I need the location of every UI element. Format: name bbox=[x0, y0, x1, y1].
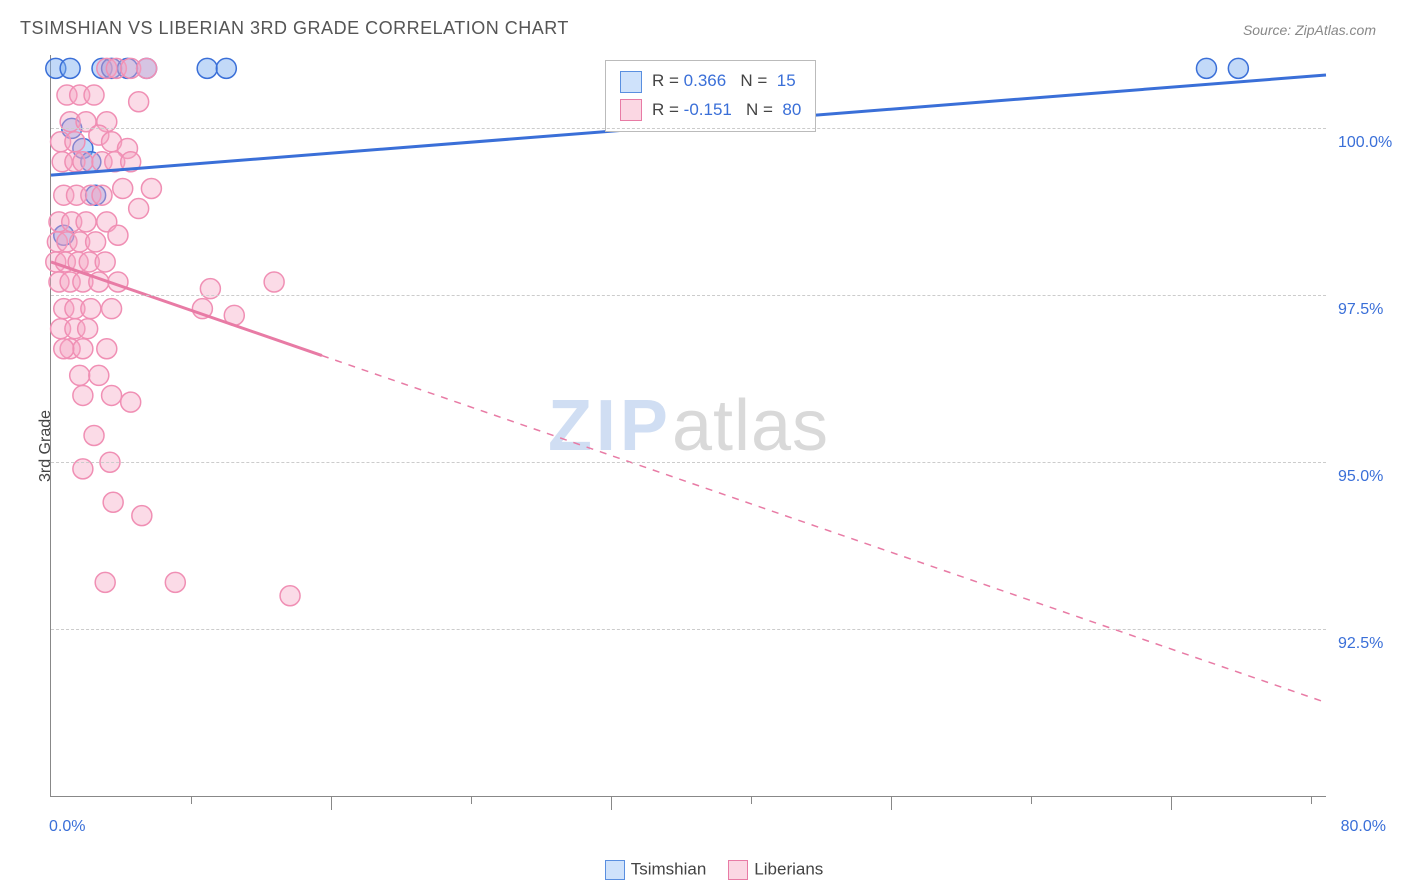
data-point bbox=[78, 319, 98, 339]
y-tick-label: 100.0% bbox=[1338, 134, 1392, 152]
chart-container: TSIMSHIAN VS LIBERIAN 3RD GRADE CORRELAT… bbox=[0, 0, 1406, 892]
data-point bbox=[121, 392, 141, 412]
x-tick-mark bbox=[1311, 796, 1312, 804]
chart-title: TSIMSHIAN VS LIBERIAN 3RD GRADE CORRELAT… bbox=[20, 18, 569, 39]
legend-label: Liberians bbox=[754, 860, 823, 879]
x-tick-mark bbox=[1171, 796, 1172, 810]
data-point bbox=[264, 272, 284, 292]
x-tick-mark bbox=[1031, 796, 1032, 804]
legend-swatch-icon bbox=[728, 860, 748, 880]
data-point bbox=[65, 132, 85, 152]
data-point bbox=[84, 85, 104, 105]
data-point bbox=[81, 299, 101, 319]
data-point bbox=[113, 179, 133, 199]
correlation-legend-box: R = 0.366 N = 15R = -0.151 N = 80 bbox=[605, 60, 816, 132]
data-point bbox=[197, 58, 217, 78]
y-tick-label: 95.0% bbox=[1338, 468, 1383, 486]
data-point bbox=[165, 572, 185, 592]
gridline-horizontal bbox=[51, 462, 1326, 463]
data-point bbox=[216, 58, 236, 78]
legend-swatch-icon bbox=[605, 860, 625, 880]
gridline-horizontal bbox=[51, 629, 1326, 630]
gridline-horizontal bbox=[51, 128, 1326, 129]
x-tick-mark bbox=[331, 796, 332, 810]
x-tick-mark bbox=[191, 796, 192, 804]
data-point bbox=[84, 426, 104, 446]
data-point bbox=[73, 152, 93, 172]
data-point bbox=[89, 365, 109, 385]
legend-swatch-icon bbox=[620, 71, 642, 93]
data-point bbox=[141, 179, 161, 199]
data-point bbox=[86, 232, 106, 252]
y-tick-label: 97.5% bbox=[1338, 301, 1383, 319]
correlation-n: 15 bbox=[777, 71, 796, 90]
regression-line-dashed bbox=[322, 356, 1326, 703]
data-point bbox=[129, 199, 149, 219]
data-point bbox=[95, 572, 115, 592]
correlation-n: 80 bbox=[782, 100, 801, 119]
data-point bbox=[280, 586, 300, 606]
data-point bbox=[73, 385, 93, 405]
correlation-r: -0.151 bbox=[684, 100, 732, 119]
gridline-horizontal bbox=[51, 295, 1326, 296]
x-tick-label-min: 0.0% bbox=[49, 818, 85, 836]
data-point bbox=[102, 385, 122, 405]
data-point bbox=[73, 339, 93, 359]
data-point bbox=[108, 225, 128, 245]
x-tick-label-max: 80.0% bbox=[1341, 818, 1386, 836]
data-point bbox=[1228, 58, 1248, 78]
source-attribution: Source: ZipAtlas.com bbox=[1243, 22, 1376, 38]
data-point bbox=[132, 506, 152, 526]
data-point bbox=[54, 339, 74, 359]
data-point bbox=[102, 299, 122, 319]
data-point bbox=[92, 185, 112, 205]
correlation-row: R = -0.151 N = 80 bbox=[620, 96, 801, 125]
data-point bbox=[103, 492, 123, 512]
series-legend: Tsimshian Liberians bbox=[0, 859, 1406, 880]
data-point bbox=[129, 92, 149, 112]
legend-swatch-icon bbox=[620, 99, 642, 121]
data-point bbox=[60, 58, 80, 78]
y-tick-label: 92.5% bbox=[1338, 635, 1383, 653]
plot-area: ZIPatlas R = 0.366 N = 15R = -0.151 N = … bbox=[50, 55, 1326, 797]
legend-label: Tsimshian bbox=[631, 860, 707, 879]
data-point bbox=[76, 212, 96, 232]
x-tick-mark bbox=[471, 796, 472, 804]
data-point bbox=[70, 365, 90, 385]
data-point bbox=[137, 58, 157, 78]
correlation-row: R = 0.366 N = 15 bbox=[620, 67, 801, 96]
x-tick-mark bbox=[751, 796, 752, 804]
x-tick-mark bbox=[891, 796, 892, 810]
x-tick-mark bbox=[611, 796, 612, 810]
plot-svg bbox=[51, 55, 1326, 796]
data-point bbox=[1196, 58, 1216, 78]
data-point bbox=[97, 339, 117, 359]
correlation-r: 0.366 bbox=[684, 71, 727, 90]
data-point bbox=[95, 252, 115, 272]
